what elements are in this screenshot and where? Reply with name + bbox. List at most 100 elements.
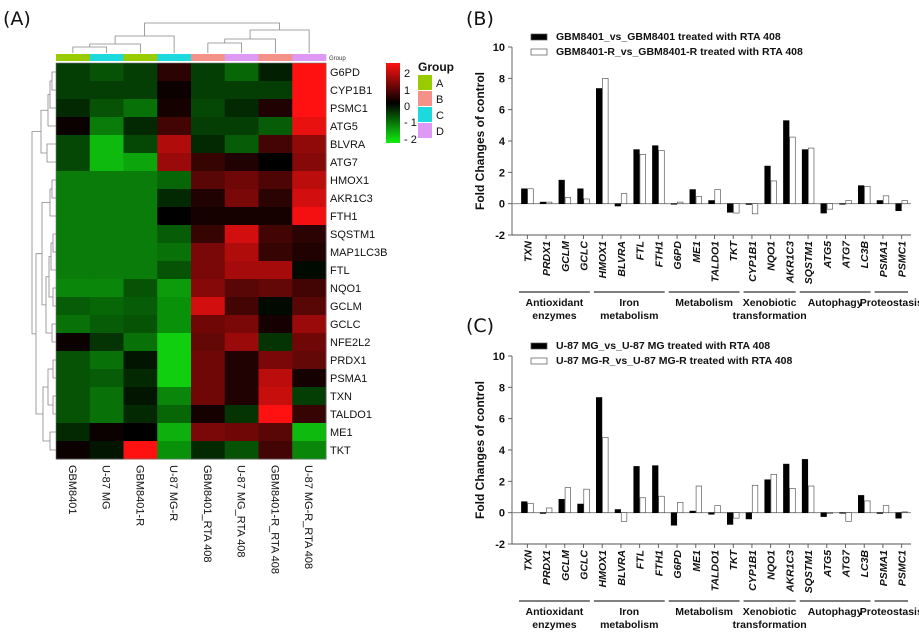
heatmap-cell: [157, 117, 192, 136]
heatmap-cell: [258, 171, 293, 190]
category-label: PSMA1: [878, 241, 890, 277]
gene-label: FTL: [330, 265, 350, 277]
group-legend-label: C: [436, 110, 444, 122]
category-label: FTH1: [653, 241, 665, 267]
gene-label: ATG7: [330, 157, 358, 169]
gene-label: PRDX1: [330, 355, 367, 367]
heatmap-cell: [56, 279, 91, 298]
heatmap-cell: [258, 387, 293, 406]
dendrogram-branch: [114, 35, 175, 53]
heatmap-cell: [224, 153, 259, 172]
heatmap-cell: [89, 279, 124, 298]
heatmap-cell: [224, 279, 259, 298]
y-tick-label: 8: [499, 73, 505, 85]
heatmap-cell: [157, 261, 192, 280]
heatmap-cell: [224, 99, 259, 118]
category-label: TALDO1: [710, 241, 722, 282]
bar: [695, 196, 702, 204]
gene-label: TXN: [330, 391, 352, 403]
gene-labels: G6PD CYP1B1 PSMC1 ATG5 BLVRA ATG7 HMOX1 AKR1C3 F…: [330, 67, 387, 457]
bar: [564, 197, 571, 204]
heatmap-cell: [56, 99, 91, 118]
heatmap-cell: [191, 279, 226, 298]
heatmap-cell: [56, 351, 91, 370]
group-legend-title: Group: [418, 60, 454, 74]
heatmap-cell: [123, 225, 158, 244]
bar: [596, 88, 603, 204]
bar: [839, 512, 846, 514]
heatmap-cell: [292, 189, 327, 208]
heatmap-cell: [157, 99, 192, 118]
column-dendrogram: [72, 22, 310, 53]
y-tick-label: 0: [499, 199, 505, 211]
bar: [596, 397, 603, 513]
heatmap-cell: [191, 315, 226, 334]
sample-label: U-87 MG-R_RTA 408: [302, 465, 314, 569]
group-label: metabolism: [600, 310, 658, 322]
category-label: PRDX1: [541, 241, 553, 276]
category-label: PSMC1: [897, 241, 909, 277]
group-label: Xenobiotic: [743, 606, 797, 618]
y-axis-label: Fold Changes of control: [473, 381, 487, 519]
heatmap-cell: [258, 441, 293, 460]
category-label: HMOX1: [597, 241, 609, 279]
heatmap-cell: [157, 351, 192, 370]
dendrogram-branch: [207, 42, 243, 53]
group-label: Autophagy: [808, 297, 863, 309]
heatmap-cell: [56, 243, 91, 262]
heatmap-cell: [292, 423, 327, 442]
heatmap-cell: [56, 189, 91, 208]
heatmap-cell: [89, 63, 124, 82]
heatmap-cell: [258, 135, 293, 154]
group-annotation-label: Group: [329, 56, 346, 62]
category-label: FTL: [635, 550, 647, 569]
bar: [770, 180, 777, 204]
heatmap-cell: [191, 297, 226, 316]
heatmap-cell: [292, 243, 327, 262]
heatmap-cell: [224, 189, 259, 208]
bar: [658, 495, 665, 513]
bar: [714, 505, 721, 513]
heatmap-cell: [89, 387, 124, 406]
bar: [652, 145, 659, 204]
heatmap-cell: [157, 207, 192, 226]
heatmap-cell: [157, 189, 192, 208]
group-annotation-cell: [123, 54, 158, 61]
heatmap-cell: [191, 441, 226, 460]
dendrogram-branch: [52, 395, 56, 415]
heatmap-cell: [89, 261, 124, 280]
bar: [727, 203, 734, 213]
bar: [733, 203, 740, 214]
group-annotation-cell: [56, 54, 91, 61]
heatmap-cell: [56, 369, 91, 388]
heatmap-cell: [191, 171, 226, 190]
heatmap-cell: [258, 315, 293, 334]
colorbar-tick: 1: [404, 85, 410, 97]
heatmap-cell: [157, 279, 192, 298]
heatmap-cell: [292, 315, 327, 334]
group-legend-swatch: [418, 123, 432, 138]
bar: [733, 512, 740, 519]
bar: [539, 201, 547, 204]
heatmap-cell: [292, 405, 327, 424]
bar: [614, 203, 621, 207]
gene-label: SQSTM1: [330, 229, 375, 241]
dendrogram-branch: [224, 38, 276, 53]
group-label: Xenobiotic: [743, 297, 797, 309]
heatmap-cell: [191, 207, 226, 226]
gene-label: BLVRA: [330, 139, 366, 151]
heatmap-cell: [191, 243, 226, 262]
heatmap-cell: [89, 423, 124, 442]
gene-label: CYP1B1: [330, 85, 372, 97]
heatmap-cell: [56, 135, 91, 154]
heatmap-cell: [191, 63, 226, 82]
row-dendrogram: [31, 71, 56, 451]
category-label: TXN: [522, 550, 534, 571]
bar: [614, 509, 621, 513]
heatmap-cell: [56, 153, 91, 172]
heatmap-cell: [89, 153, 124, 172]
heatmap-cell: [123, 423, 158, 442]
heatmap-cell: [191, 369, 226, 388]
dendrogram-branch: [51, 323, 56, 343]
